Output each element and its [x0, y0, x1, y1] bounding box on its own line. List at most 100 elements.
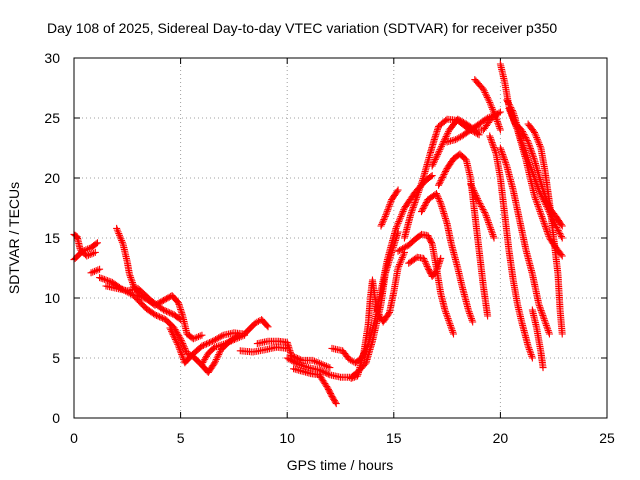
data-point	[422, 200, 430, 208]
data-point	[431, 155, 439, 163]
data-point	[167, 309, 175, 317]
data-point	[396, 259, 404, 267]
data-point	[178, 350, 186, 358]
data-point	[535, 206, 543, 214]
data-point	[88, 250, 96, 258]
data-point	[161, 307, 169, 315]
data-point	[229, 336, 237, 344]
data-point	[439, 139, 447, 147]
data-point	[470, 187, 478, 195]
data-point	[502, 160, 510, 168]
data-point	[487, 135, 495, 143]
data-point	[181, 344, 189, 352]
series-midday-4	[253, 337, 334, 372]
data-point	[420, 203, 428, 211]
data-point	[220, 340, 228, 348]
data-point	[525, 344, 533, 352]
data-point	[499, 152, 507, 160]
data-point	[440, 171, 448, 179]
data-point	[211, 343, 219, 351]
data-point	[323, 369, 331, 377]
data-point	[531, 192, 539, 200]
data-point	[498, 147, 506, 155]
data-point	[446, 321, 454, 329]
data-point	[159, 314, 167, 322]
data-point	[441, 169, 449, 177]
data-point	[393, 223, 401, 231]
data-point	[153, 311, 161, 319]
data-point	[264, 323, 272, 331]
data-point	[500, 154, 508, 162]
data-point	[295, 355, 303, 363]
data-point	[489, 140, 497, 148]
data-point	[418, 178, 426, 186]
data-point	[492, 148, 500, 156]
data-point	[215, 351, 223, 359]
data-point	[207, 338, 215, 346]
data-point	[485, 220, 493, 228]
plot-frame	[73, 57, 608, 419]
series-early-2	[70, 230, 99, 260]
series-midday-1	[166, 316, 272, 367]
data-point	[387, 197, 395, 205]
data-point	[481, 89, 489, 96]
data-point	[218, 341, 226, 349]
data-point	[557, 231, 565, 239]
y-tick-label: 30	[44, 50, 60, 66]
data-point	[394, 186, 402, 194]
data-point	[196, 332, 204, 340]
series-evening-8	[467, 180, 498, 242]
data-point	[525, 140, 533, 148]
data-point	[535, 186, 543, 194]
data-point	[448, 325, 456, 333]
data-point	[528, 352, 536, 360]
data-point	[96, 274, 104, 282]
data-points	[70, 60, 566, 408]
data-point	[470, 188, 478, 196]
data-point	[218, 332, 226, 340]
data-point	[291, 358, 299, 366]
data-point	[374, 308, 382, 315]
data-point	[445, 316, 453, 324]
data-point	[442, 116, 450, 124]
data-point	[510, 118, 518, 126]
data-point	[374, 309, 382, 317]
data-point	[469, 185, 477, 193]
data-point	[486, 100, 494, 108]
data-point	[127, 273, 135, 281]
data-point	[477, 203, 485, 210]
data-point	[511, 121, 519, 129]
data-point	[490, 109, 498, 117]
data-point	[509, 114, 517, 122]
data-point	[395, 216, 403, 224]
data-point	[496, 126, 504, 134]
data-point	[174, 340, 182, 348]
data-point	[485, 97, 493, 105]
data-point	[531, 130, 539, 138]
data-point	[173, 339, 181, 347]
data-point	[503, 96, 511, 104]
data-point	[332, 400, 340, 408]
data-point	[91, 248, 99, 256]
data-point	[478, 204, 486, 212]
data-point	[523, 137, 531, 144]
data-point	[180, 343, 188, 351]
data-point	[215, 334, 223, 342]
series-night-2	[486, 132, 536, 362]
data-point	[319, 361, 327, 369]
data-point	[558, 252, 566, 260]
data-point	[555, 228, 563, 236]
data-point	[199, 341, 207, 349]
data-point	[396, 246, 404, 254]
data-point	[467, 313, 475, 321]
data-point	[286, 356, 294, 364]
series-evening-3	[400, 115, 483, 242]
y-tick-label: 5	[52, 350, 60, 366]
data-point	[174, 342, 182, 350]
data-point	[166, 324, 174, 332]
data-point	[493, 116, 501, 124]
data-point	[90, 249, 98, 257]
data-point	[432, 154, 440, 162]
data-point	[467, 180, 475, 188]
data-point	[485, 113, 493, 121]
